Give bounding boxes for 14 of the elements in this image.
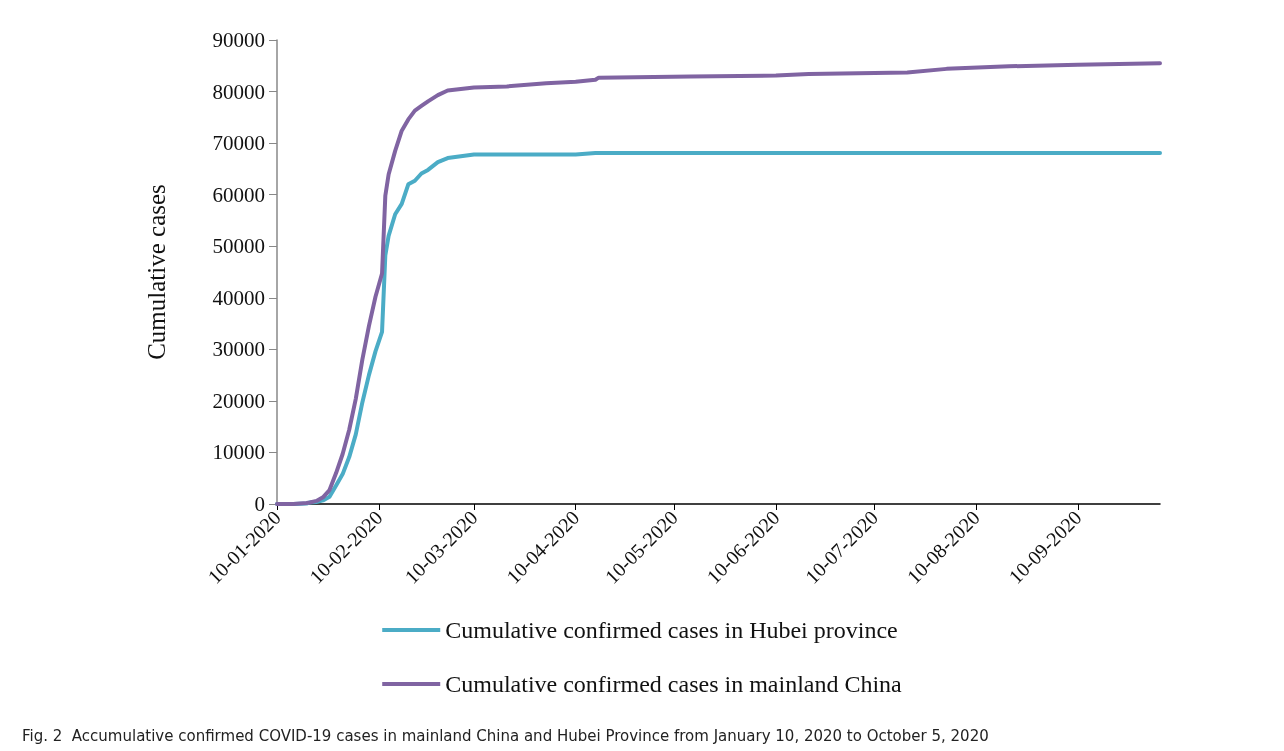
y-axis-title: Cumulative cases <box>143 184 170 360</box>
caption: Fig. 2 Accumulative confirmed COVID-19 cases in mainland China and Hubei Province from January 10, 2020 to October 5, 2020 <box>22 726 989 745</box>
y-tick-label: 10000 <box>212 440 265 465</box>
legend-label: Cumulative confirmed cases in mainland China <box>445 671 903 697</box>
y-tick-label: 60000 <box>212 182 265 207</box>
y-tick-label: 0 <box>254 492 265 516</box>
y-tick-label: 50000 <box>212 234 265 259</box>
y-tick-label: 90000 <box>212 28 265 52</box>
y-tick-label: 70000 <box>212 131 265 156</box>
legend-label: Cumulative confirmed cases in Hubei province <box>445 617 898 643</box>
y-tick-label: 20000 <box>212 388 265 413</box>
y-tick-label: 80000 <box>212 79 265 104</box>
y-tick-label: 30000 <box>212 337 265 362</box>
y-tick-label: 40000 <box>212 285 265 310</box>
